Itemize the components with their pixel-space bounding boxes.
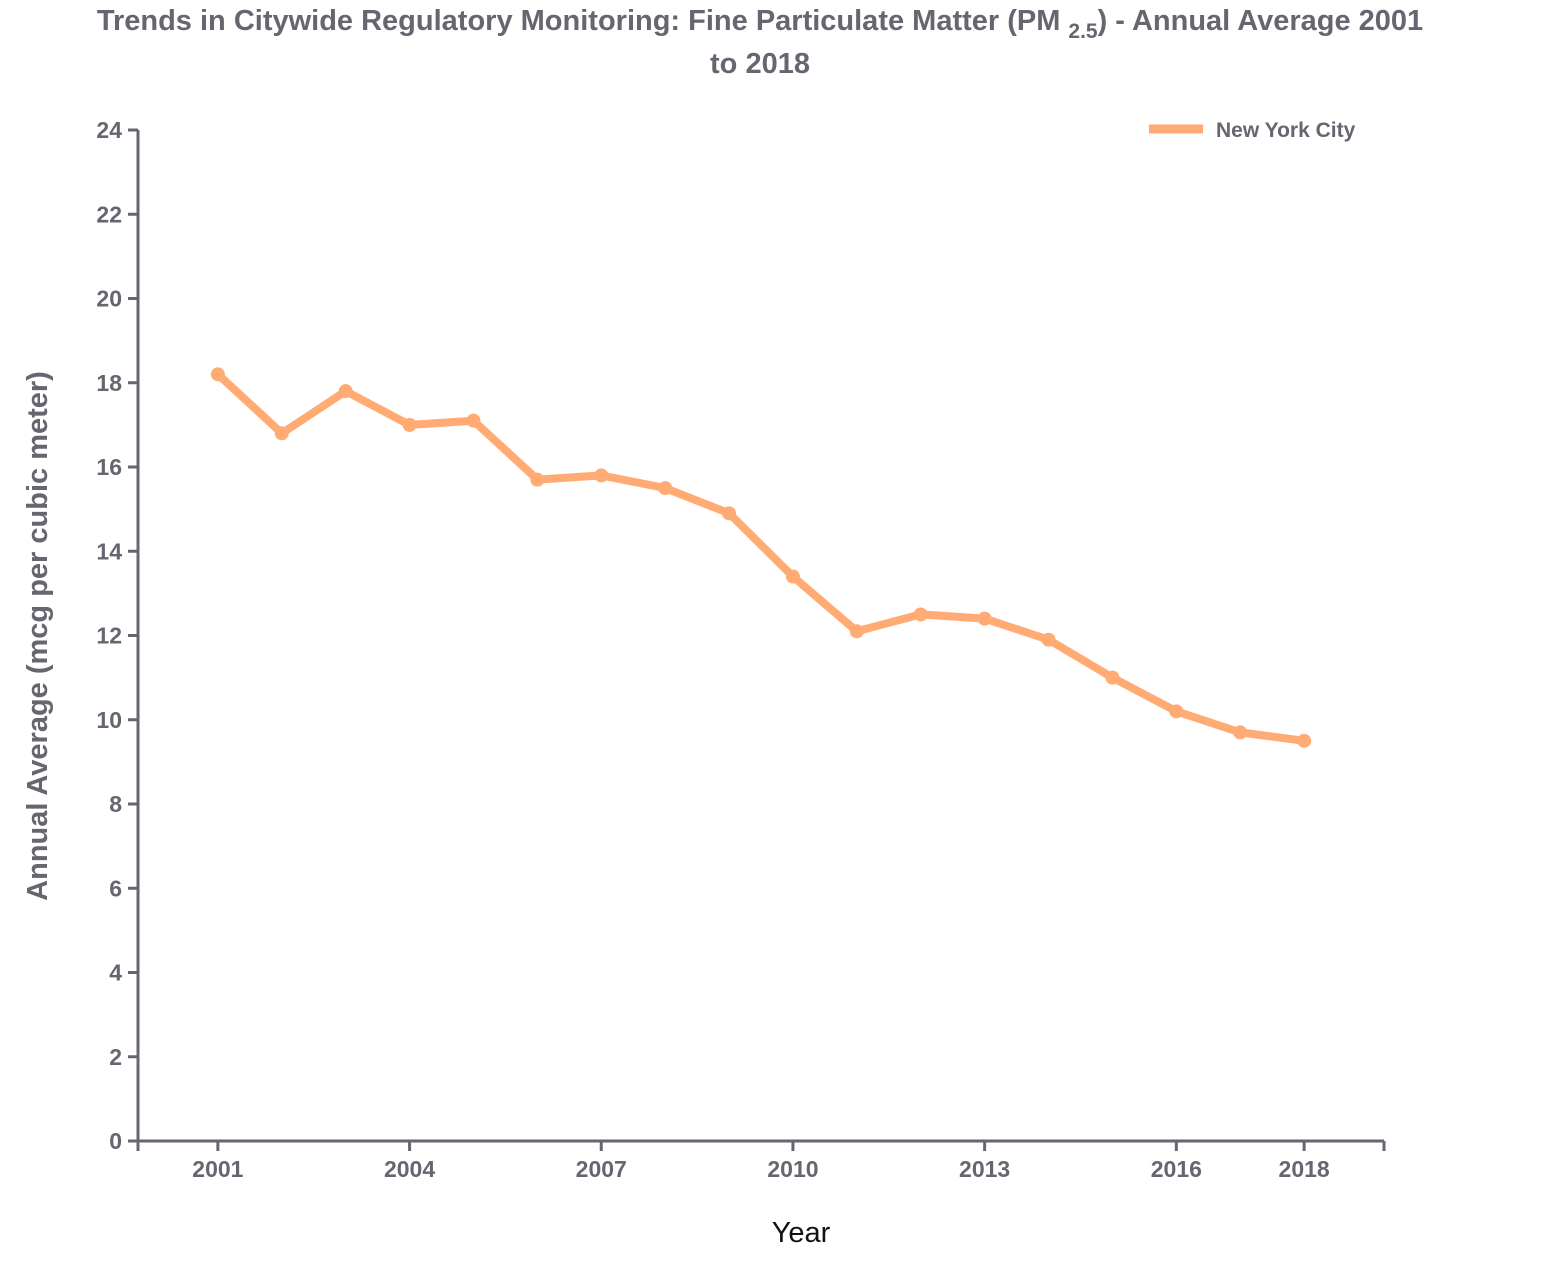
y-tick-label: 22 (96, 201, 122, 227)
x-tick-label: 2007 (576, 1156, 627, 1182)
x-tick-label: 2013 (959, 1156, 1010, 1182)
legend: New York City (1149, 119, 1356, 142)
data-point[interactable] (1041, 632, 1056, 647)
y-tick-label: 10 (96, 707, 122, 733)
data-point[interactable] (594, 468, 609, 483)
y-tick-label: 8 (109, 791, 122, 817)
data-point[interactable] (338, 384, 353, 399)
chart-title-prefix: Trends in Citywide Regulatory Monitoring… (97, 5, 1061, 37)
data-point[interactable] (466, 413, 481, 428)
chart-title: Trends in Citywide Regulatory Monitoring… (97, 5, 1423, 43)
y-tick-label: 20 (96, 286, 122, 312)
data-point[interactable] (722, 506, 737, 521)
x-tick-label: 2018 (1279, 1156, 1330, 1182)
series-line (213, 370, 1309, 745)
data-point[interactable] (530, 472, 545, 487)
data-point[interactable] (402, 417, 417, 432)
data-point[interactable] (785, 569, 800, 584)
y-tick-label: 18 (96, 370, 122, 396)
y-tick-label: 4 (109, 960, 122, 986)
data-point[interactable] (1105, 670, 1120, 685)
x-tick-label: 2010 (767, 1156, 818, 1182)
chart-title-line2: to 2018 (710, 48, 810, 80)
x-tick-label: 2001 (192, 1156, 243, 1182)
data-point[interactable] (977, 611, 992, 626)
y-tick-label: 16 (96, 454, 122, 480)
x-tick-label: 2004 (384, 1156, 435, 1182)
x-axis-label: Year (772, 1217, 831, 1249)
y-tick-label: 14 (96, 538, 122, 564)
chart-title-subscript: 2.5 (1068, 20, 1098, 43)
data-point[interactable] (913, 607, 928, 622)
x-tick-label: 2016 (1151, 1156, 1202, 1182)
data-point[interactable] (1233, 725, 1248, 740)
data-point[interactable] (1169, 704, 1184, 719)
legend-label: New York City (1216, 119, 1356, 142)
series-group (210, 367, 1312, 748)
y-tick-label: 0 (109, 1128, 122, 1154)
y-axis-label: Annual Average (mcg per cubic meter) (22, 371, 54, 901)
y-tick-label: 12 (96, 623, 122, 649)
data-point[interactable] (274, 426, 289, 441)
y-tick-label: 6 (109, 875, 122, 901)
data-point[interactable] (849, 624, 864, 639)
y-tick-label: 24 (96, 117, 122, 143)
data-point[interactable] (658, 481, 673, 496)
data-point[interactable] (210, 367, 225, 382)
y-tick-label: 2 (109, 1044, 122, 1070)
chart-title-suffix: ) - Annual Average 2001 (1098, 5, 1424, 37)
data-point[interactable] (1297, 733, 1312, 748)
